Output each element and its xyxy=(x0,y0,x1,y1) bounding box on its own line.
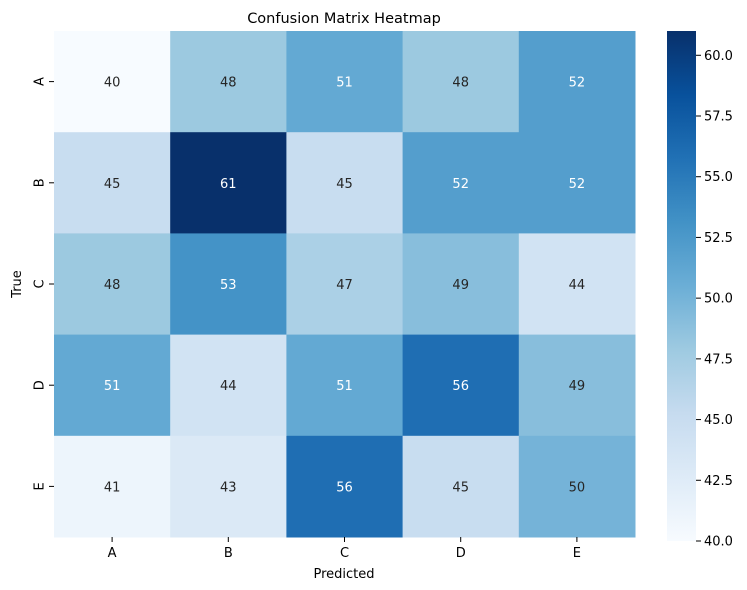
colorbar-tick-label: 45.0 xyxy=(704,413,733,428)
y-axis-label: True xyxy=(10,270,25,299)
heatmap-cell xyxy=(286,31,404,133)
cell-value-label: 43 xyxy=(220,480,237,495)
x-axis: A B C D E xyxy=(108,537,581,561)
cell-value-label: 53 xyxy=(220,278,237,293)
heatmap-cell xyxy=(518,31,636,133)
cell-value-label: 56 xyxy=(336,480,353,495)
heatmap-cell xyxy=(54,31,171,133)
colorbar-tick-label: 40.0 xyxy=(704,535,733,550)
cell-value-label: 44 xyxy=(569,278,586,293)
cell-value-label: 45 xyxy=(336,177,353,192)
heatmap-cell xyxy=(170,132,287,234)
x-axis-label: Predicted xyxy=(313,567,374,582)
heatmap-cell xyxy=(286,334,404,437)
cell-value-label: 51 xyxy=(336,379,353,394)
heatmap-cell xyxy=(518,435,636,538)
cell-value-label: 50 xyxy=(569,480,586,495)
heatmap-cell xyxy=(170,334,287,437)
cell-value-label: 56 xyxy=(452,379,469,394)
heatmap-cell xyxy=(286,233,404,336)
heatmap-cell xyxy=(170,31,287,133)
colorbar-tick-label: 42.5 xyxy=(704,474,733,489)
y-axis: A B C D E xyxy=(33,77,54,491)
heatmap-cell xyxy=(402,31,520,133)
heatmap-cell xyxy=(54,132,171,234)
heatmap-cell xyxy=(518,132,636,234)
heatmap-cell xyxy=(402,435,520,538)
cell-value-label: 45 xyxy=(452,480,469,495)
cell-value-label: 44 xyxy=(220,379,237,394)
heatmap-cell xyxy=(518,334,636,437)
y-tick-label: C xyxy=(33,279,48,288)
colorbar-tick-label: 60.0 xyxy=(704,49,733,64)
heatmap-cell xyxy=(286,132,404,234)
y-tick-label: E xyxy=(33,482,48,490)
colorbar-tick-label: 47.5 xyxy=(704,352,733,367)
heatmap-cell xyxy=(54,334,171,437)
y-tick-label: D xyxy=(33,380,48,390)
chart-title: Confusion Matrix Heatmap xyxy=(247,11,441,27)
colorbar-gradient xyxy=(667,31,696,541)
cell-value-label: 61 xyxy=(220,177,237,192)
cell-value-label: 48 xyxy=(104,278,121,293)
cell-value-label: 40 xyxy=(104,76,121,91)
colorbar-tick-label: 50.0 xyxy=(704,292,733,307)
cell-value-label: 49 xyxy=(452,278,469,293)
heatmap-cell xyxy=(170,233,287,336)
cell-value-label: 47 xyxy=(336,278,353,293)
colorbar-tick-label: 55.0 xyxy=(704,170,733,185)
cell-value-label: 49 xyxy=(569,379,586,394)
cell-value-label: 51 xyxy=(104,379,121,394)
cell-value-label: 52 xyxy=(569,76,586,91)
x-tick-label: B xyxy=(224,546,233,561)
cell-value-label: 45 xyxy=(104,177,121,192)
heatmap-cell xyxy=(54,435,171,538)
heatmap-cell xyxy=(402,334,520,437)
heatmap-cells: 40 48 51 48 52 45 61 45 52 52 48 53 47 49 44 51 44 51 56 49… xyxy=(54,31,636,538)
x-tick-label: D xyxy=(456,546,466,561)
cell-value-label: 52 xyxy=(569,177,586,192)
cell-value-label: 48 xyxy=(220,76,237,91)
colorbar-tick-label: 52.5 xyxy=(704,231,733,246)
colorbar-tick-label: 57.5 xyxy=(704,110,733,125)
cell-value-label: 48 xyxy=(452,76,469,91)
heatmap-cell xyxy=(54,233,171,336)
cell-value-label: 51 xyxy=(336,76,353,91)
y-tick-label: B xyxy=(33,178,48,187)
x-tick-label: C xyxy=(340,546,349,561)
heatmap-cell xyxy=(402,132,520,234)
cell-value-label: 41 xyxy=(104,480,121,495)
heatmap-cell xyxy=(402,233,520,336)
y-tick-label: A xyxy=(33,77,48,86)
heatmap-cell xyxy=(518,233,636,336)
colorbar: 40.0 42.5 45.0 47.5 50.0 52.5 55.0 57.5 60.0 xyxy=(667,31,733,550)
heatmap-cell xyxy=(286,435,404,538)
x-tick-label: E xyxy=(573,546,581,561)
x-tick-label: A xyxy=(108,546,117,561)
cell-value-label: 52 xyxy=(452,177,469,192)
heatmap-cell xyxy=(170,435,287,538)
